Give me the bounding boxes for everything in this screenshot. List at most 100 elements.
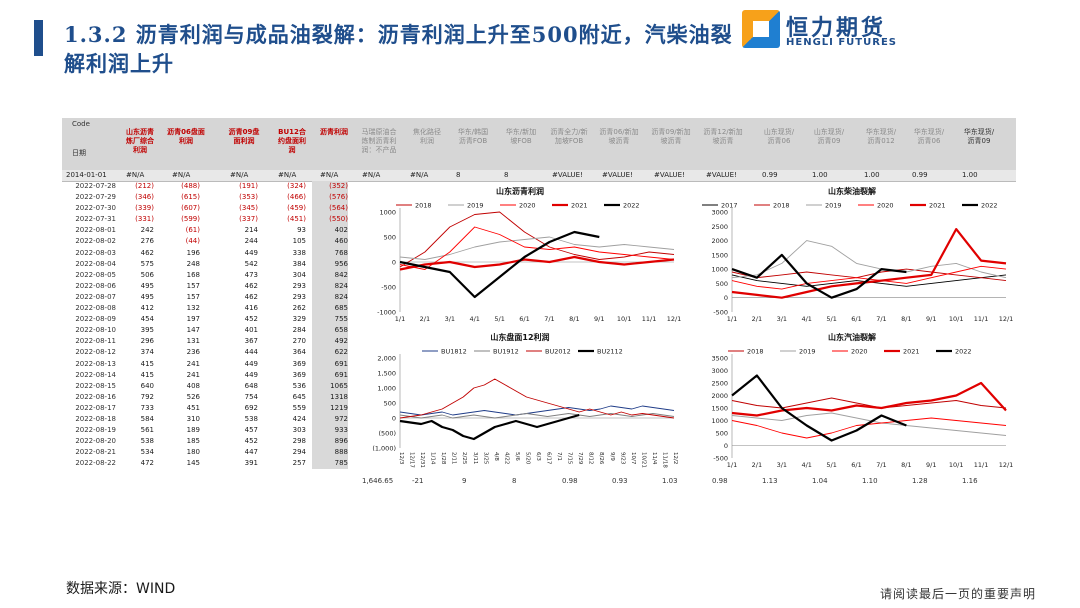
row-value: 495 xyxy=(140,292,154,301)
row-value: 896 xyxy=(312,436,348,448)
row-value: (61) xyxy=(185,226,200,235)
row-date: 2022-08-13 xyxy=(75,359,116,368)
row-value: 561 xyxy=(140,426,154,435)
first-row-cell: #VALUE! xyxy=(654,171,685,179)
row-date: 2022-08-15 xyxy=(75,381,116,390)
page-title-line1: 1.3.2 沥青利润与成品油裂解：沥青利润上升至500附近，汽柴油裂 xyxy=(64,22,733,47)
row-value: 449 xyxy=(244,248,258,257)
row-date: 2022-08-17 xyxy=(75,403,116,412)
x-tick-label: 10/1 xyxy=(617,315,632,323)
row-value: 1219 xyxy=(312,402,348,414)
column-header: 山东沥青 炼厂综合 利润 xyxy=(126,128,154,154)
x-tick-label: 8/26 xyxy=(598,452,604,465)
disclaimer-note: 请阅读最后一页的重要声明 xyxy=(880,587,1037,601)
legend-label: 2021 xyxy=(929,202,946,210)
bottom-line-cell: 1.28 xyxy=(912,477,928,485)
data-source: 数据来源：WIND xyxy=(66,581,176,597)
row-value: 241 xyxy=(186,359,200,368)
row-value: 622 xyxy=(312,347,348,359)
row-value: 369 xyxy=(292,370,306,379)
row-value: 270 xyxy=(292,337,306,346)
row-value: (353) xyxy=(239,193,258,202)
row-value: 310 xyxy=(186,414,200,423)
x-tick-label: 7/1 xyxy=(876,315,886,323)
bottom-line-cell: -21 xyxy=(412,477,424,485)
series-line-2020 xyxy=(731,417,1007,439)
row-value: 755 xyxy=(312,314,348,326)
row-value: 236 xyxy=(186,348,200,357)
legend-label: 2022 xyxy=(981,202,998,210)
row-value: 685 xyxy=(312,303,348,315)
table-row: 2022-08-17 733 451 692 559 1219 xyxy=(62,402,352,414)
x-tick-label: 4/22 xyxy=(503,452,509,464)
y-tick-label: 0 xyxy=(392,259,396,267)
row-value: 842 xyxy=(312,269,348,281)
column-header: 焦化路径 利润 xyxy=(413,128,441,145)
row-value: (331) xyxy=(135,215,154,224)
row-value: 648 xyxy=(244,381,258,390)
row-value: (324) xyxy=(287,182,306,190)
first-row-cell: 1.00 xyxy=(962,171,978,179)
legend-label: 2020 xyxy=(851,348,868,356)
table-row: 2022-08-14 415 241 449 369 691 xyxy=(62,369,352,381)
x-tick-label: 2/1 xyxy=(752,315,762,323)
x-tick-label: 12/1 xyxy=(667,315,682,323)
row-value: 785 xyxy=(312,458,348,470)
y-tick-label: 0 xyxy=(724,294,728,302)
row-value: 401 xyxy=(244,326,258,335)
series-line-2019 xyxy=(731,240,1007,279)
row-value: 196 xyxy=(186,248,200,257)
row-date: 2022-08-20 xyxy=(75,437,116,446)
bottom-line-cell: 1.10 xyxy=(862,477,878,485)
table-row: 2022-08-07 495 157 462 293 824 xyxy=(62,291,352,304)
legend-label: 2021 xyxy=(571,202,588,210)
row-value: 444 xyxy=(244,348,258,357)
row-value: 298 xyxy=(292,437,306,446)
column-header: 华东现货/ 沥青09 xyxy=(963,128,995,145)
y-tick-label: 1,000 xyxy=(377,385,396,393)
y-tick-label: -500 xyxy=(381,284,396,292)
y-tick-label: (500) xyxy=(379,430,396,438)
row-value: 462 xyxy=(140,248,154,257)
x-tick-label: 4/1 xyxy=(469,315,479,323)
x-tick-label: 3/11 xyxy=(472,452,478,464)
row-value: 424 xyxy=(292,414,306,423)
y-tick-label: -500 xyxy=(713,455,728,463)
x-tick-label: 6/1 xyxy=(851,315,861,323)
y-tick-label: -500 xyxy=(713,309,728,317)
chart-asphalt-profit: 山东沥青利润 -1000 -500 0 500 1000 1/1 2/1 3/1 4/1 5/1 6/… xyxy=(356,184,684,330)
x-tick-label: 5/6 xyxy=(514,452,520,461)
series-line-2022 xyxy=(731,253,907,299)
chart-diesel-crack: 山东柴油裂解 -500 0 500 1000 1500 2000 2500 3000 1/1 2/1… xyxy=(688,184,1016,330)
row-value: 457 xyxy=(244,426,258,435)
data-sheet: Code 日期 山东沥青 炼厂综合 利润 沥青06盘面 利润 沥青09盘 面利润 BU… xyxy=(62,118,1016,490)
row-value: 472 xyxy=(140,459,154,468)
y-tick-label: -1000 xyxy=(377,309,396,317)
table-row: 2022-08-13 415 241 449 369 691 xyxy=(62,358,352,370)
hengli-logo: 恒力期货 HENGLI FUTURES xyxy=(742,10,912,50)
row-value: 412 xyxy=(140,304,154,313)
x-tick-label: 11/18 xyxy=(661,452,667,468)
row-date: 2022-08-09 xyxy=(75,315,116,324)
first-row-cell: 8 xyxy=(456,171,461,179)
row-value: 197 xyxy=(186,315,200,324)
bottom-line-cell: 8 xyxy=(512,477,517,485)
x-tick-label: 11/1 xyxy=(974,461,989,469)
x-tick-label: 11/1 xyxy=(642,315,657,323)
x-tick-label: 8/1 xyxy=(901,461,911,469)
x-tick-label: 5/1 xyxy=(826,461,836,469)
legend-label: BU1812 xyxy=(441,348,467,356)
x-tick-label: 3/25 xyxy=(482,452,488,465)
row-date: 2022-08-10 xyxy=(75,326,116,335)
row-value: 888 xyxy=(312,447,348,459)
y-tick-label: 1500 xyxy=(711,251,728,259)
row-value: 559 xyxy=(292,403,306,412)
column-header: 马瑞原油合 炼制沥青利 润：不产品 xyxy=(361,128,397,154)
row-value: 415 xyxy=(140,370,154,379)
row-value: 284 xyxy=(292,326,306,335)
y-tick-label: 3000 xyxy=(711,367,728,375)
table-row: 2022-08-09 454 197 452 329 755 xyxy=(62,314,352,326)
row-date: 2022-08-04 xyxy=(75,259,116,268)
series-line-2021 xyxy=(731,228,1007,299)
x-tick-label: 4/1 xyxy=(801,461,811,469)
